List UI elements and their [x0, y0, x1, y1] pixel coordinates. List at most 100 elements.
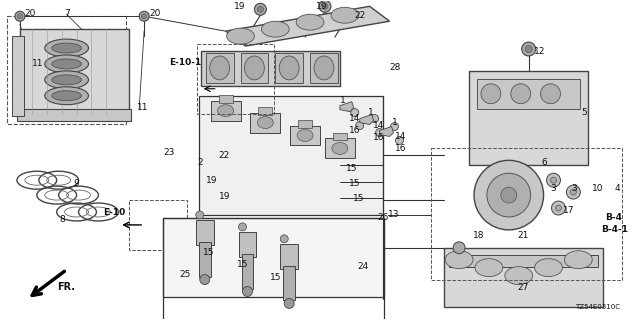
Text: 27: 27 [518, 283, 529, 292]
Bar [477, 79, 580, 109]
Circle shape [566, 185, 580, 199]
Polygon shape [380, 126, 394, 136]
Text: 13: 13 [388, 211, 399, 220]
Text: 21: 21 [518, 231, 529, 240]
Circle shape [570, 189, 577, 195]
Bar [129, 200, 187, 250]
Ellipse shape [218, 105, 234, 116]
Ellipse shape [481, 84, 501, 104]
Bar [196, 44, 275, 114]
Circle shape [15, 11, 25, 21]
Circle shape [390, 123, 399, 131]
Bar [163, 218, 383, 320]
Text: 15: 15 [346, 164, 357, 173]
Circle shape [17, 14, 22, 19]
Bar [241, 254, 253, 289]
Text: 1: 1 [392, 118, 397, 127]
Bar [20, 29, 129, 114]
Circle shape [356, 122, 364, 130]
Text: 19: 19 [219, 192, 230, 201]
Ellipse shape [511, 84, 531, 104]
Bar [444, 248, 603, 308]
Ellipse shape [475, 259, 503, 276]
Bar [12, 36, 24, 116]
Ellipse shape [534, 259, 563, 276]
Text: 8: 8 [60, 215, 65, 224]
Circle shape [371, 115, 379, 123]
Ellipse shape [445, 251, 473, 268]
Text: 23: 23 [163, 148, 174, 157]
Text: 2: 2 [198, 158, 204, 167]
Bar [17, 109, 131, 121]
Text: 19: 19 [234, 2, 245, 11]
Circle shape [280, 235, 288, 243]
Bar [199, 242, 211, 276]
Polygon shape [340, 102, 354, 112]
Text: 20: 20 [24, 9, 35, 18]
Text: 3: 3 [572, 184, 577, 193]
Bar [211, 101, 241, 121]
Text: 14: 14 [372, 121, 384, 130]
Text: 19: 19 [316, 2, 328, 11]
Circle shape [453, 242, 465, 254]
Text: B-4-1: B-4-1 [601, 225, 628, 234]
Text: 28: 28 [390, 63, 401, 72]
Circle shape [196, 211, 204, 219]
Text: 26: 26 [378, 213, 389, 222]
Circle shape [487, 173, 531, 217]
Circle shape [501, 187, 516, 203]
Bar [259, 107, 272, 115]
Circle shape [322, 3, 328, 9]
Text: E-10: E-10 [104, 209, 125, 218]
Ellipse shape [45, 87, 88, 105]
Ellipse shape [331, 7, 359, 23]
Bar [290, 125, 320, 145]
Circle shape [396, 136, 403, 144]
Text: 17: 17 [563, 205, 575, 214]
Text: 22: 22 [355, 11, 366, 20]
Ellipse shape [541, 84, 561, 104]
Text: 11: 11 [32, 60, 44, 68]
Ellipse shape [45, 39, 88, 57]
Text: 15: 15 [203, 248, 214, 257]
Ellipse shape [45, 55, 88, 73]
Text: 15: 15 [270, 273, 282, 282]
Text: 1: 1 [368, 108, 374, 117]
Bar [199, 96, 383, 215]
Circle shape [474, 160, 543, 230]
Text: 19: 19 [205, 176, 217, 185]
Circle shape [257, 6, 264, 12]
Text: 16: 16 [394, 144, 406, 153]
Text: 25: 25 [179, 270, 190, 279]
Ellipse shape [52, 43, 81, 53]
Bar [219, 95, 232, 103]
Bar [431, 148, 622, 280]
Bar [205, 53, 234, 83]
Ellipse shape [296, 14, 324, 30]
Circle shape [552, 201, 565, 215]
Circle shape [376, 129, 383, 136]
Text: 14: 14 [394, 132, 406, 141]
Text: 22: 22 [219, 151, 230, 160]
Text: 18: 18 [473, 231, 484, 240]
Text: 4: 4 [614, 184, 620, 193]
Text: 16: 16 [372, 133, 384, 142]
Bar [7, 16, 126, 124]
Ellipse shape [332, 142, 348, 154]
Ellipse shape [261, 21, 289, 37]
Bar [325, 139, 355, 158]
Circle shape [239, 223, 246, 231]
Text: 14: 14 [349, 114, 360, 123]
Polygon shape [226, 6, 390, 46]
Circle shape [141, 14, 147, 19]
Text: 5: 5 [581, 108, 587, 117]
Text: E-10-1: E-10-1 [169, 59, 201, 68]
Text: 3: 3 [550, 184, 556, 193]
Ellipse shape [505, 267, 532, 284]
Ellipse shape [244, 56, 264, 80]
Bar [241, 53, 268, 83]
Ellipse shape [210, 56, 230, 80]
Ellipse shape [52, 75, 81, 85]
Bar [333, 132, 347, 140]
Text: 12: 12 [534, 46, 545, 56]
